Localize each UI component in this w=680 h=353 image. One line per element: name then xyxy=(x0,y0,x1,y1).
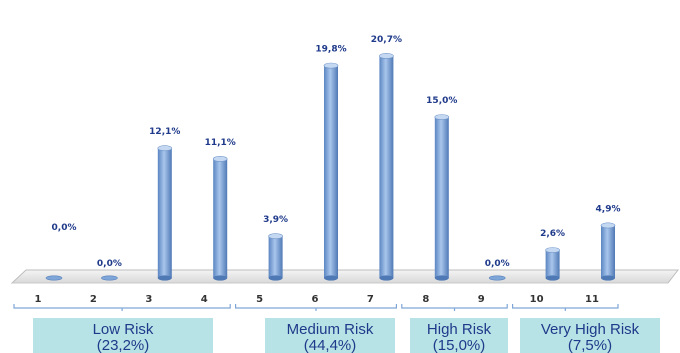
risk-group-value: (7,5%) xyxy=(567,337,613,353)
bar-7 xyxy=(379,53,394,281)
tick-label: 3 xyxy=(145,294,152,305)
risk-group-value: (44,4%) xyxy=(303,337,357,353)
tick-label: 11 xyxy=(585,294,599,305)
bar-body xyxy=(434,117,449,278)
bar-11 xyxy=(600,222,616,281)
data-label: 0,0% xyxy=(97,259,122,269)
bar-cap xyxy=(379,53,394,59)
tick-labels-layer: 1 2 3 4 5 6 7 8 9 10 11 xyxy=(35,294,599,305)
group-bracket xyxy=(401,304,508,311)
bar-cap xyxy=(101,275,118,281)
risk-group-name: Low Risk xyxy=(92,321,154,338)
bar-1 xyxy=(45,275,63,281)
data-labels-layer: 0,0% 0,0% 12,1% 11,1% 3,9% 19,8% 20,7% 15,0% 0,0… xyxy=(52,35,621,269)
bar-body xyxy=(268,236,283,278)
bar-9 xyxy=(488,275,506,281)
data-label: 11,1% xyxy=(205,138,236,148)
bar-cap xyxy=(45,275,63,281)
risk-group-value: (23,2%) xyxy=(96,337,150,353)
tick-label: 5 xyxy=(256,294,263,305)
data-label: 15,0% xyxy=(426,96,457,106)
risk-group-very-high: Very High Risk (7,5%) xyxy=(520,318,660,353)
risk-group-value: (15,0%) xyxy=(432,337,486,353)
data-label: 19,8% xyxy=(315,45,346,55)
risk-group-name: High Risk xyxy=(426,321,492,338)
bar-base xyxy=(545,275,560,281)
tick-label: 6 xyxy=(312,294,319,305)
bar-base xyxy=(324,275,338,281)
tick-label: 1 xyxy=(35,294,42,305)
bar-cap xyxy=(434,114,450,120)
bar-body xyxy=(601,225,615,278)
data-label: 4,9% xyxy=(596,204,621,214)
group-brackets-layer xyxy=(13,304,619,311)
risk-group-high: High Risk (15,0%) xyxy=(410,318,508,353)
bar-body xyxy=(379,55,394,279)
bar-base xyxy=(213,275,228,281)
bar-cap xyxy=(323,62,339,69)
group-bracket xyxy=(235,304,397,311)
tick-label: 10 xyxy=(530,294,544,305)
bar-8 xyxy=(434,114,450,281)
bar-3 xyxy=(157,145,173,281)
bar-body xyxy=(157,148,172,278)
data-label: 2,6% xyxy=(540,229,565,239)
risk-group-medium: Medium Risk (44,4%) xyxy=(265,318,395,353)
bar-base xyxy=(379,275,394,281)
bar-cap xyxy=(268,233,283,240)
tick-label: 2 xyxy=(90,294,97,305)
tick-label: 7 xyxy=(367,294,374,305)
data-label: 20,7% xyxy=(371,35,402,45)
bar-6 xyxy=(323,62,339,281)
tick-label: 8 xyxy=(422,294,429,305)
bar-body xyxy=(324,65,338,278)
bar-4 xyxy=(212,156,228,281)
bar-base xyxy=(601,275,615,281)
tick-label: 9 xyxy=(478,294,485,305)
bar-10 xyxy=(545,247,560,281)
bar-base xyxy=(268,275,283,281)
risk-group-low: Low Risk (23,2%) xyxy=(33,318,213,353)
bar-cap xyxy=(545,247,560,254)
bar-cap xyxy=(600,222,616,229)
bar-2 xyxy=(101,275,118,281)
bar-base xyxy=(157,275,172,281)
data-label: 3,9% xyxy=(263,215,288,225)
group-bracket xyxy=(512,304,619,311)
risk-group-name: Medium Risk xyxy=(286,321,374,338)
bar-body xyxy=(545,250,560,278)
bar-base xyxy=(434,275,449,281)
data-label: 12,1% xyxy=(149,127,180,137)
tick-label: 4 xyxy=(201,294,208,305)
bar-cap xyxy=(212,156,228,162)
bars-layer xyxy=(45,53,616,281)
bar-body xyxy=(213,158,228,278)
data-label: 0,0% xyxy=(485,259,510,269)
data-label: 0,0% xyxy=(52,223,77,233)
bar-cap xyxy=(488,275,506,281)
risk-group-name: Very High Risk xyxy=(540,321,640,338)
bar-cap xyxy=(157,145,173,152)
group-bracket xyxy=(13,304,231,311)
bar-5 xyxy=(268,233,283,281)
